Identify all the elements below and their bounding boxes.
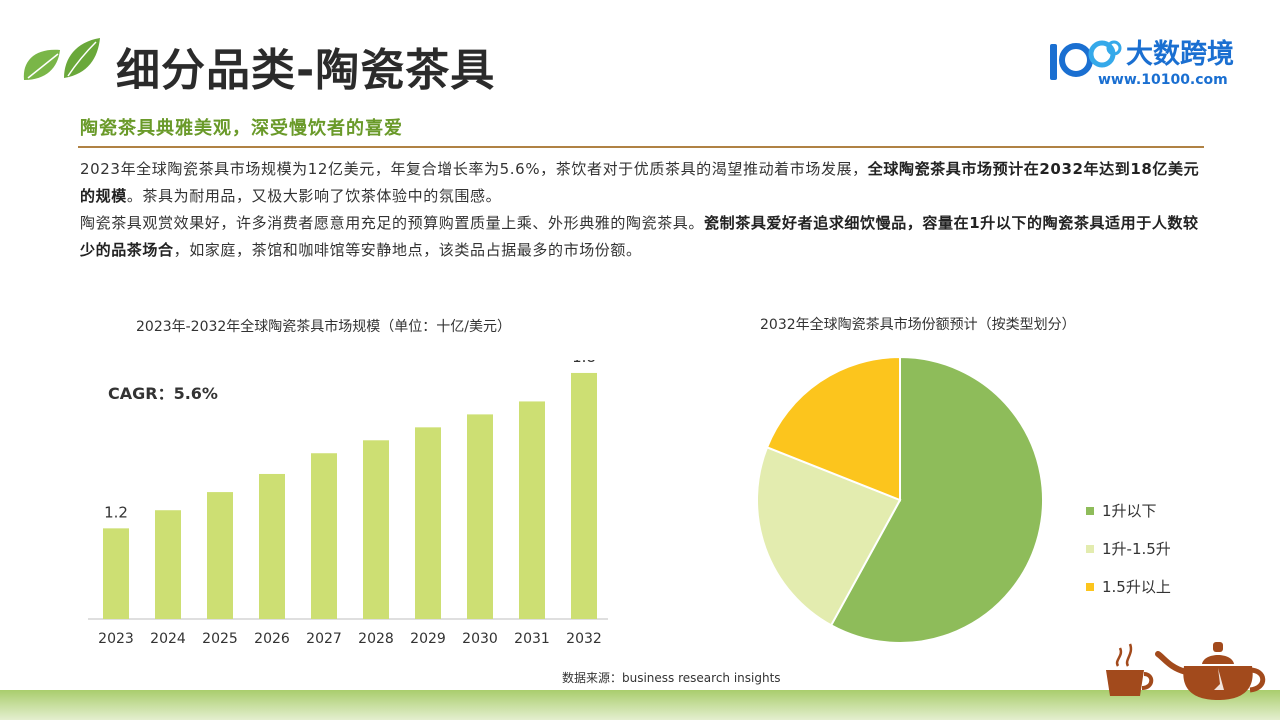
bar-chart-title: 2023年-2032年全球陶瓷茶具市场规模（单位：十亿/美元） bbox=[136, 319, 512, 335]
p2-text-a: 陶瓷茶具观赏效果好，许多消费者愿意用充足的预算购置质量上乘、外形典雅的陶瓷茶具。 bbox=[80, 214, 705, 232]
p1-text-a: 2023年全球陶瓷茶具市场规模为12亿美元，年复合增长率为5.6%，茶饮者对于优… bbox=[80, 160, 868, 178]
brand-url: www.10100.com bbox=[1098, 72, 1228, 88]
brand-logo: 大数跨境 www.10100.com bbox=[1046, 32, 1256, 94]
pie-chart bbox=[756, 355, 1044, 644]
legend-item-3: 1.5升以上 bbox=[1086, 576, 1236, 614]
legend-swatch-3 bbox=[1086, 583, 1094, 591]
legend-label-1: 1升以下 bbox=[1102, 502, 1157, 520]
pie-slice-3 bbox=[765, 355, 901, 502]
x-tick-label: 2024 bbox=[150, 631, 186, 647]
paragraph-1: 2023年全球陶瓷茶具市场规模为12亿美元，年复合增长率为5.6%，茶饮者对于优… bbox=[80, 156, 1206, 210]
legend-label-3: 1.5升以上 bbox=[1102, 578, 1171, 596]
brand-name: 大数跨境 bbox=[1126, 39, 1234, 70]
legend-label-2: 1升-1.5升 bbox=[1102, 540, 1171, 558]
bar-chart: 2023 1.2 2024 2025 2026 2027 2028 2029 2030 2031 2… bbox=[88, 360, 608, 647]
p2-text-bold: 瓷制茶具爱好者追求细饮慢品，容量在1升以下的陶瓷茶具适用于人数较少的品茶场合 bbox=[80, 214, 1199, 259]
data-label: 1.2 bbox=[104, 503, 128, 521]
body-text: 2023年全球陶瓷茶具市场规模为12亿美元，年复合增长率为5.6%，茶饮者对于优… bbox=[80, 156, 1206, 264]
x-tick-label: 2030 bbox=[462, 631, 498, 647]
bar-2031 bbox=[519, 401, 545, 619]
data-source: 数据来源：business research insights bbox=[562, 671, 781, 685]
pie-chart-title: 2032年全球陶瓷茶具市场份额预计（按类型划分） bbox=[760, 317, 1076, 333]
pie-legend: 1升以下 1升-1.5升 1.5升以上 bbox=[1086, 500, 1236, 614]
x-tick-label: 2026 bbox=[254, 631, 290, 647]
legend-item-2: 1升-1.5升 bbox=[1086, 538, 1236, 576]
footer-band bbox=[0, 690, 1280, 720]
bar-2029 bbox=[415, 427, 441, 619]
bar-2024 bbox=[155, 510, 181, 619]
bar-2032 bbox=[571, 372, 597, 619]
teapot-and-cup-icon bbox=[1106, 642, 1266, 700]
bar-2030 bbox=[467, 414, 493, 619]
x-tick-label: 2029 bbox=[410, 631, 446, 647]
p1-text-bold: 全球陶瓷茶具市场预计在2032年达到18亿美元的规模 bbox=[80, 160, 1200, 205]
legend-item-1: 1升以下 bbox=[1086, 500, 1236, 538]
page-title: 细分品类-陶瓷茶具 bbox=[116, 45, 496, 96]
x-tick-label: 2023 bbox=[98, 631, 134, 647]
x-tick-label: 2032 bbox=[566, 631, 602, 647]
section-subtitle: 陶瓷茶具典雅美观，深受慢饮者的喜爱 bbox=[80, 118, 403, 139]
legend-swatch-1 bbox=[1086, 507, 1094, 515]
x-tick-label: 2031 bbox=[514, 631, 550, 647]
p1-text-c: 。茶具为耐用品，又极大影响了饮茶体验中的氛围感。 bbox=[126, 187, 502, 205]
p2-text-c: ，如家庭，茶馆和咖啡馆等安静地点，该类品占据最多的市场份额。 bbox=[173, 241, 642, 259]
bar-2023 bbox=[103, 528, 129, 619]
bar-2025 bbox=[207, 492, 233, 619]
bar-2027 bbox=[311, 453, 337, 619]
pie-slice-1 bbox=[829, 355, 1044, 644]
x-tick-label: 2027 bbox=[306, 631, 342, 647]
x-tick-label: 2025 bbox=[202, 631, 238, 647]
paragraph-2: 陶瓷茶具观赏效果好，许多消费者愿意用充足的预算购置质量上乘、外形典雅的陶瓷茶具。… bbox=[80, 210, 1206, 264]
divider bbox=[78, 146, 1204, 148]
bar-2026 bbox=[259, 473, 285, 619]
leaf-icon bbox=[23, 38, 100, 80]
x-tick-label: 2028 bbox=[358, 631, 394, 647]
brand-logo-icon bbox=[1050, 40, 1122, 80]
bar-2028 bbox=[363, 440, 389, 619]
pie-slice-2 bbox=[756, 446, 902, 627]
legend-swatch-2 bbox=[1086, 545, 1094, 553]
data-label: 1.8 bbox=[572, 360, 596, 366]
cagr-label: CAGR：5.6% bbox=[108, 384, 218, 403]
